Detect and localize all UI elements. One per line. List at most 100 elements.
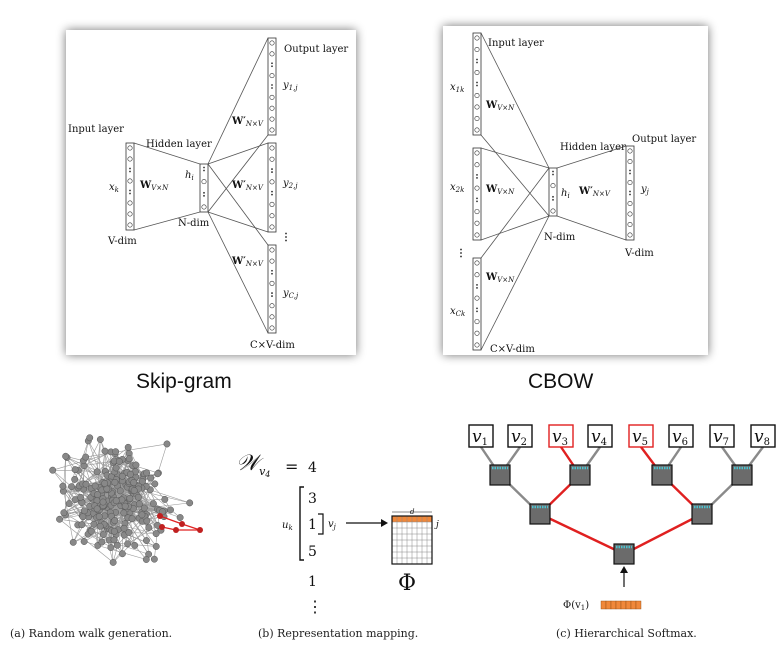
sg-output-column-3-neuron (269, 258, 275, 264)
sg-output-column-2-dot (271, 190, 273, 193)
cb-output-column-neuron (627, 148, 633, 154)
cb-cv-dim-label: C×V-dim (490, 344, 535, 355)
graph-node (163, 440, 171, 448)
cb-x2-label: x2k (450, 182, 464, 194)
cb-input-column-3-dot (476, 287, 478, 289)
sg-y2-label: y2,j (282, 178, 298, 190)
graph-node (71, 466, 79, 474)
v-j-label: vj (328, 519, 337, 531)
sg-hidden-column (199, 163, 209, 213)
cb-edge (480, 32, 550, 169)
graph-edge (85, 443, 168, 458)
caption-b: (b) Representation mapping. (258, 627, 419, 640)
graph-node (82, 480, 90, 488)
graph-node (71, 475, 79, 483)
sg-output-column-1-dot (271, 87, 273, 89)
tree-node-l1-1 (489, 464, 511, 486)
sg-w-in-label: WV×N (139, 180, 169, 192)
graph-node (152, 530, 160, 538)
phi-v1-cell (605, 600, 612, 610)
graph-node (120, 509, 128, 517)
sg-output-column-2-neuron (269, 213, 275, 219)
leaf-box-v4 (587, 424, 613, 448)
cb-w-in-label-2: WV×N (485, 184, 515, 196)
graph-node (121, 502, 129, 510)
sg-hidden-column-dot (203, 169, 205, 172)
mapping-arrowhead (381, 519, 388, 527)
sg-edge (207, 163, 269, 246)
cb-hidden-layer-label: Hidden layer (560, 142, 626, 153)
graph-node (167, 506, 174, 514)
sg-hidden-column-neuron (201, 204, 207, 210)
random-walk-graph (49, 434, 203, 566)
sg-edge (133, 211, 201, 231)
cb-input-column-1-neuron (474, 46, 480, 52)
sg-output-column-1-neuron (269, 40, 275, 46)
phi-v1-label: Φ(v1) (563, 600, 589, 612)
cb-input-column-3-neuron (474, 295, 480, 301)
cb-input-column-2-neuron (474, 232, 480, 238)
sg-output-column-3-neuron (269, 314, 275, 320)
sg-output-column-2-neuron (269, 145, 275, 151)
cb-input-column-1-dot (476, 84, 478, 87)
cb-input-column-2-dot (476, 177, 478, 179)
cb-input-column-2-box (472, 147, 482, 241)
graph-node (86, 434, 94, 442)
graph-node (56, 515, 64, 523)
sg-output-column-3-neuron (269, 247, 275, 253)
graph-edge (127, 525, 158, 545)
cb-input-column-1 (472, 32, 482, 136)
sg-output-column-2-dot (271, 193, 273, 196)
seq-item-4: 1 (308, 574, 317, 590)
walk-node (159, 524, 165, 530)
graph-node (99, 498, 107, 506)
seq-item-3: 5 (308, 544, 317, 560)
sg-output-column-1-neuron (269, 51, 275, 57)
graph-node (91, 482, 99, 490)
cb-input-column-3-dot (476, 310, 478, 313)
sg-output-column-3-dot (271, 292, 273, 294)
cb-hidden-column-dot (552, 173, 554, 176)
graph-node (138, 511, 146, 519)
cbow-panel: Input layer Hidden layer Output layer x1… (443, 26, 708, 355)
sg-output-column-3-dot (271, 272, 273, 275)
phi-v1-vector (600, 600, 642, 610)
cb-input-column-1-neuron (474, 127, 480, 133)
cb-edge (556, 215, 627, 241)
sg-edge (207, 134, 269, 213)
representation-mapping: 𝒲v4 = 4 3 1 5 1 ⋮ uk vj d j Φ (236, 451, 439, 616)
graph-edge (94, 439, 101, 487)
cb-input-column-2-neuron (474, 220, 480, 226)
sg-output-column-3-neuron (269, 280, 275, 286)
leaf-label-v8: v8 (754, 427, 770, 448)
leaf-label-v2: v2 (511, 427, 527, 448)
cb-edge (480, 215, 550, 241)
cb-x3-label: xCk (450, 306, 465, 318)
cb-input-column-2-dot (476, 197, 478, 200)
sg-output-column-3-neuron (269, 325, 275, 331)
graph-node (132, 461, 140, 469)
graph-edge (83, 460, 115, 466)
phi-border (391, 515, 433, 565)
graph-node (113, 541, 121, 549)
leaf-box-v1 (468, 424, 494, 448)
cb-input-column-3-dot (476, 284, 478, 286)
sg-output-column-2 (267, 142, 277, 233)
graph-node (96, 436, 104, 443)
graph-node (118, 472, 126, 480)
graph-edge (84, 541, 147, 560)
graph-node (176, 514, 184, 521)
cb-input-column-2-neuron (474, 185, 480, 191)
graph-node (115, 458, 123, 465)
sg-hidden-layer-label: Hidden layer (146, 139, 212, 150)
graph-node (128, 515, 136, 523)
leaf-box-v2 (507, 424, 533, 448)
cb-output-column-dot (629, 172, 631, 175)
sg-output-column-3-box (267, 244, 277, 334)
cb-input-column-1-neuron (474, 70, 480, 76)
graph-edge (107, 482, 190, 504)
cb-output-column-neuron (627, 211, 633, 217)
walk-node (179, 521, 185, 527)
cb-output-column-neuron (627, 201, 633, 207)
leaf-box-v8 (750, 424, 776, 448)
